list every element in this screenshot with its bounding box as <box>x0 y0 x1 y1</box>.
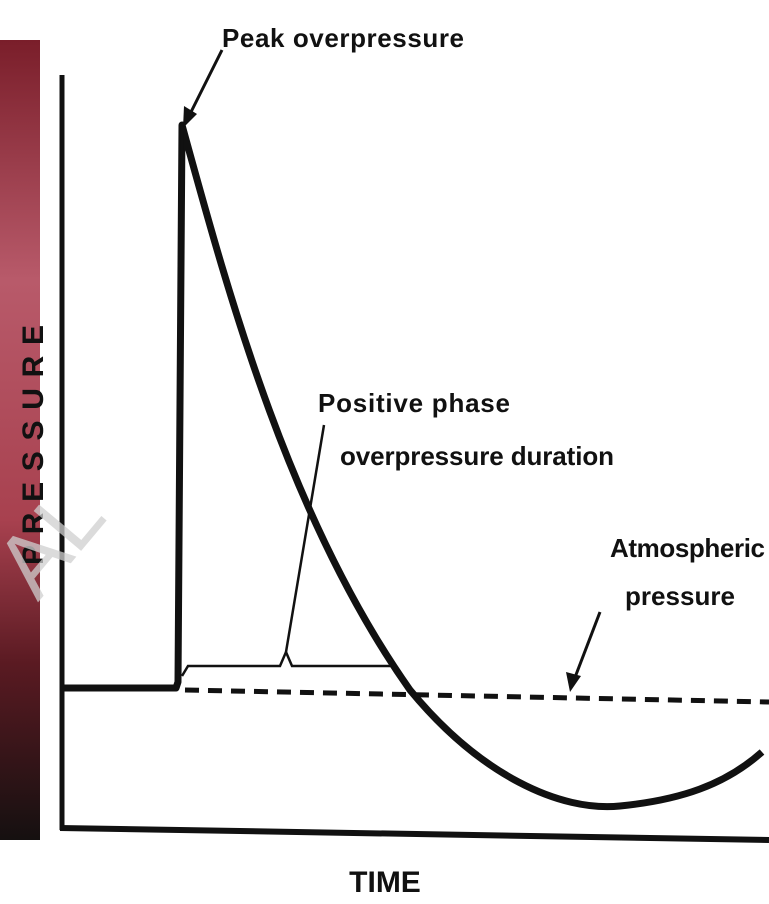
positive-phase-label: Positive phase <box>318 388 510 418</box>
peak-arrow <box>188 50 222 118</box>
atmospheric-arrow <box>574 612 600 680</box>
duration-bracket <box>182 652 400 676</box>
x-axis-label: TIME <box>349 866 421 899</box>
atmospheric-arrowhead <box>566 672 581 692</box>
atmospheric-label: Atmospheric <box>610 533 765 563</box>
peak-label: Peak overpressure <box>222 23 464 53</box>
atmospheric-line <box>185 690 769 702</box>
x-axis <box>60 828 769 840</box>
diagram: Peak overpressure Positive phase overpre… <box>0 0 769 904</box>
atmospheric-label: pressure <box>625 581 735 611</box>
positive-phase-label: overpressure duration <box>340 441 614 471</box>
peak-arrowhead <box>183 106 197 128</box>
